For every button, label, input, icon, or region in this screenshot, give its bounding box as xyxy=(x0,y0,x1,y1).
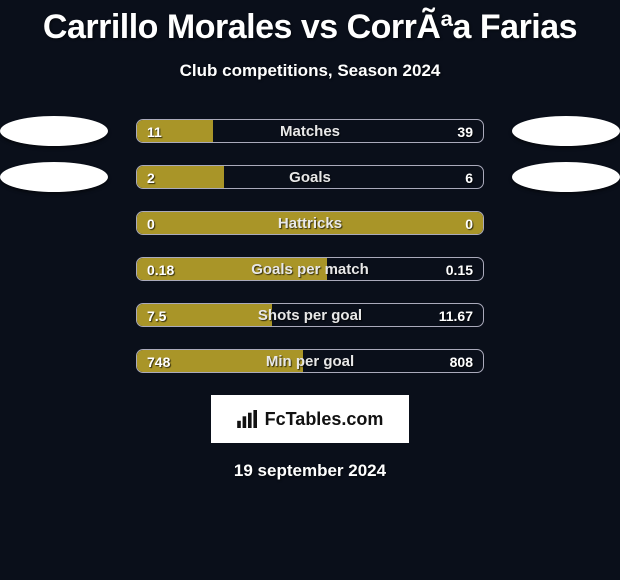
comparison-row: 7.511.67Shots per goal xyxy=(0,303,620,327)
oval-spacer xyxy=(512,208,620,238)
stat-value-right: 808 xyxy=(450,350,473,373)
comparison-row: 1139Matches xyxy=(0,119,620,143)
stat-bar: 1139Matches xyxy=(136,119,484,143)
team-marker-left xyxy=(0,116,108,146)
team-marker-right xyxy=(512,162,620,192)
stat-value-left: 7.5 xyxy=(147,304,166,327)
oval-spacer xyxy=(512,346,620,376)
branding-text: FcTables.com xyxy=(265,409,384,430)
oval-spacer xyxy=(512,300,620,330)
comparison-row: 26Goals xyxy=(0,165,620,189)
comparison-row: 748808Min per goal xyxy=(0,349,620,373)
oval-spacer xyxy=(0,346,108,376)
stat-value-left: 2 xyxy=(147,166,155,189)
stat-value-left: 0 xyxy=(147,212,155,235)
subtitle: Club competitions, Season 2024 xyxy=(0,61,620,81)
stat-bar-left-fill xyxy=(137,212,483,234)
stat-value-right: 0.15 xyxy=(446,258,473,281)
stat-bar-right-fill xyxy=(213,120,483,142)
stat-value-left: 748 xyxy=(147,350,170,373)
comparison-row: 0.180.15Goals per match xyxy=(0,257,620,281)
oval-spacer xyxy=(0,254,108,284)
stat-bar: 0.180.15Goals per match xyxy=(136,257,484,281)
stat-value-right: 39 xyxy=(457,120,473,143)
infographic-date: 19 september 2024 xyxy=(0,461,620,481)
comparison-row: 00Hattricks xyxy=(0,211,620,235)
comparison-rows: 1139Matches26Goals00Hattricks0.180.15Goa… xyxy=(0,119,620,373)
comparison-infographic: Carrillo Morales vs CorrÃªa Farias Club … xyxy=(0,0,620,481)
stat-bar: 748808Min per goal xyxy=(136,349,484,373)
stat-bar: 00Hattricks xyxy=(136,211,484,235)
stat-value-right: 6 xyxy=(465,166,473,189)
oval-spacer xyxy=(0,300,108,330)
oval-spacer xyxy=(512,254,620,284)
stat-bar: 26Goals xyxy=(136,165,484,189)
team-marker-left xyxy=(0,162,108,192)
stat-value-right: 11.67 xyxy=(439,304,473,327)
stat-bar: 7.511.67Shots per goal xyxy=(136,303,484,327)
stat-bar-right-fill xyxy=(224,166,484,188)
stat-value-right: 0 xyxy=(465,212,473,235)
team-marker-right xyxy=(512,116,620,146)
page-title: Carrillo Morales vs CorrÃªa Farias xyxy=(0,8,620,47)
stat-value-left: 11 xyxy=(147,120,162,143)
oval-spacer xyxy=(0,208,108,238)
stat-value-left: 0.18 xyxy=(147,258,174,281)
branding-badge: FcTables.com xyxy=(211,395,409,443)
bars-icon xyxy=(237,410,259,428)
